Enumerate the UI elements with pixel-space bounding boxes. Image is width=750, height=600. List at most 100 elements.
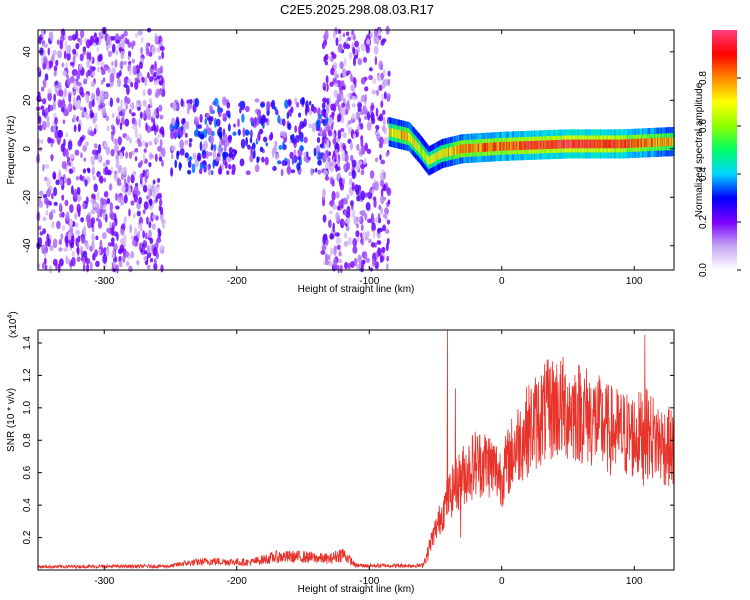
spectrogram-cell <box>352 245 358 254</box>
spectrogram-cell <box>126 85 130 96</box>
spectrogram-cell <box>47 238 51 247</box>
spectrogram-cell <box>334 157 337 163</box>
spectrogram-cell <box>46 177 51 188</box>
spectrogram-cell <box>148 76 154 83</box>
spectrogram-cell <box>349 141 353 151</box>
spectrogram-cell <box>287 122 292 131</box>
spectrogram-cell <box>360 224 364 232</box>
spectrogram-cell <box>194 97 200 108</box>
spectrogram-cell <box>360 209 366 217</box>
spectrogram-cell <box>76 186 81 196</box>
spectrogram-cell <box>145 142 149 149</box>
spectrogram-cell <box>139 111 143 119</box>
spectrogram-cell <box>123 76 128 85</box>
spectrogram-cell <box>376 37 380 42</box>
spectrogram-cell <box>122 108 127 114</box>
spectrogram-cell <box>85 214 91 223</box>
spectrogram-cell <box>91 232 95 243</box>
spectrogram-cell <box>117 136 123 146</box>
spectrogram-cell <box>125 104 128 110</box>
spectrogram-cell <box>59 258 64 267</box>
spectrogram-cell <box>63 50 67 60</box>
spectrogram-cell <box>138 196 143 205</box>
spectrogram-cell <box>153 80 158 86</box>
spectrogram-cell <box>372 196 377 202</box>
spectrogram-cell <box>378 227 384 233</box>
spectrogram-cell <box>130 200 135 206</box>
spectrogram-cell <box>77 99 81 108</box>
spectrogram-cell <box>341 68 347 78</box>
spectrogram-cell <box>348 171 352 177</box>
spectrogram-cell <box>384 210 388 220</box>
spectrogram-cell <box>382 224 387 232</box>
spectrogram-cell <box>345 43 351 50</box>
spectrogram-cell <box>364 115 368 120</box>
spectrogram-cell <box>149 237 154 244</box>
spectrogram-cell <box>94 154 98 161</box>
spectrogram-cell <box>334 264 340 270</box>
spectrogram-cell <box>360 77 366 85</box>
spectrogram-cell <box>157 192 163 200</box>
spectrogram-cell <box>338 113 342 122</box>
spectrogram-cell <box>305 151 309 158</box>
spectrogram-cell <box>143 255 148 262</box>
spectrogram-cell <box>365 257 370 263</box>
spectrogram-cell <box>115 97 120 104</box>
spectrogram-cell <box>104 64 110 71</box>
spectrogram-cell <box>96 46 100 52</box>
snr-y-tick-label: 0.6 <box>22 465 33 479</box>
spectrogram-x-label: Height of straight line (km) <box>298 284 415 295</box>
spectrogram-cell <box>121 184 126 193</box>
spectrogram-cell <box>217 145 223 155</box>
spectrogram-cell <box>332 138 336 146</box>
spectrogram-cell <box>254 164 260 173</box>
spectrogram-cell <box>376 89 379 96</box>
spectrogram-cell <box>65 255 68 265</box>
spectrogram-cell <box>213 97 219 107</box>
spectrogram-cell <box>104 213 108 223</box>
spectrogram-cell <box>357 254 363 264</box>
spectrogram-cell <box>85 93 90 104</box>
spectrogram-cell <box>208 151 213 157</box>
spectrogram-cell <box>151 214 157 219</box>
spectrogram-cell <box>369 187 373 194</box>
spectrogram-cell <box>61 98 65 108</box>
spectrogram-cell <box>102 253 108 264</box>
spectrogram-cell <box>378 60 384 70</box>
spectrogram-cell <box>329 233 335 240</box>
spectrogram-cell <box>92 202 97 208</box>
spectrogram-cell <box>148 98 152 104</box>
spectrogram-cell <box>142 230 145 239</box>
spectrogram-cell <box>42 78 47 89</box>
spectrogram-cell <box>83 78 88 85</box>
spectrogram-cell <box>272 166 277 172</box>
spectrogram-cell <box>156 75 161 80</box>
spectrogram-cell <box>106 125 110 132</box>
spectrogram-cell <box>365 231 370 237</box>
spectrogram-cell <box>374 131 379 136</box>
spectrogram-cell <box>67 35 73 41</box>
spectrogram-cell <box>124 118 130 127</box>
spectrogram-cell <box>117 115 120 120</box>
spectrogram-cell <box>44 107 49 116</box>
spectrogram-x-tick-label: -200 <box>227 276 247 287</box>
spectrogram-cell <box>290 106 294 114</box>
spectrogram-cell <box>139 173 143 182</box>
spectrogram-cell <box>152 123 157 132</box>
spectrogram-cell <box>344 232 348 239</box>
spectrogram-cell <box>178 161 182 171</box>
spectrogram-cell <box>360 237 363 245</box>
spectrogram-x-tick-label: -100 <box>359 276 379 287</box>
spectrogram-cell <box>85 141 89 147</box>
spectrogram-cell <box>137 141 143 148</box>
spectrogram-cell <box>98 248 102 254</box>
spectrogram-cell <box>148 204 153 210</box>
spectrogram-cell <box>202 160 207 166</box>
spectrogram-cell <box>76 115 79 122</box>
spectrogram-cell <box>63 247 68 252</box>
spectrogram-cell <box>284 161 288 166</box>
spectrogram-cell <box>322 233 328 241</box>
spectrogram-cell <box>334 82 339 87</box>
spectrogram-cell <box>97 54 102 62</box>
spectrogram-cell <box>56 39 60 45</box>
